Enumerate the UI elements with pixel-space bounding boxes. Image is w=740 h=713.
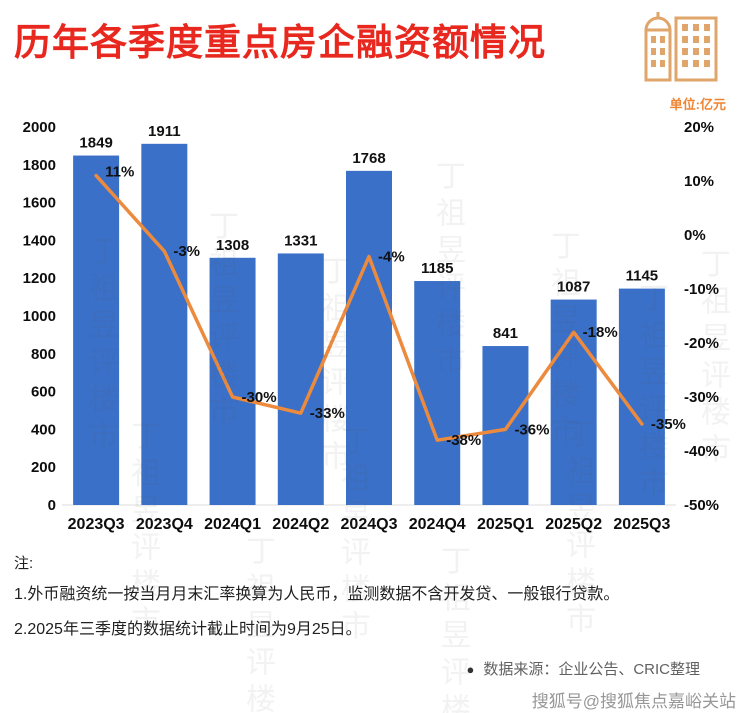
bar bbox=[73, 155, 120, 505]
buildings-icon bbox=[644, 12, 718, 82]
y-tick-label-left: 800 bbox=[31, 346, 56, 363]
x-tick-label: 2025Q3 bbox=[613, 516, 670, 533]
bar bbox=[618, 288, 665, 505]
x-tick-label: 2023Q4 bbox=[136, 516, 193, 533]
bullet-icon: ● bbox=[466, 662, 475, 677]
note-line-1: 1.外币融资统一按当月月末汇率换算为人民币，监测数据不含开发贷、一般银行贷款。 bbox=[14, 586, 620, 603]
y-tick-label-right: -40% bbox=[684, 443, 719, 460]
y-tick-label-left: 1200 bbox=[23, 270, 56, 287]
unit-label: 单位:亿元 bbox=[669, 97, 726, 112]
bar bbox=[346, 170, 392, 505]
financing-chart: 0 200 400 600 800 1000 1200 1400 1600 1800 2000 20%… bbox=[23, 119, 719, 533]
y-tick-label-right: -50% bbox=[684, 497, 719, 514]
y-tick-label-right: -10% bbox=[684, 281, 719, 298]
x-tick-label: 2024Q2 bbox=[272, 516, 329, 533]
bar-value-label: 1849 bbox=[79, 135, 112, 152]
header: 历年各季度重点房企融资额情况 bbox=[14, 12, 546, 66]
trend-point-label: -33% bbox=[310, 405, 345, 422]
trend-point-label: -18% bbox=[583, 324, 618, 341]
y-tick-label-right: -20% bbox=[684, 335, 719, 352]
y-tick-label-left: 200 bbox=[31, 459, 56, 476]
bar-value-label: 1308 bbox=[216, 237, 249, 254]
bar bbox=[414, 281, 461, 505]
bar bbox=[209, 257, 256, 505]
x-tick-label: 2024Q4 bbox=[409, 516, 466, 533]
x-tick-label: 2023Q3 bbox=[68, 516, 125, 533]
trend-point-label: -38% bbox=[446, 432, 481, 449]
page-title: 历年各季度重点房企融资额情况 bbox=[14, 22, 546, 63]
trend-point-label: -3% bbox=[173, 243, 200, 260]
bar-value-label: 1768 bbox=[352, 150, 385, 167]
y-tick-label-left: 1000 bbox=[23, 308, 56, 325]
data-source-text: 数据来源：企业公告、CRIC整理 bbox=[483, 661, 700, 678]
x-tick-label: 2024Q1 bbox=[204, 516, 261, 533]
notes-label: 注: bbox=[14, 555, 34, 572]
bar-value-label: 841 bbox=[493, 325, 518, 342]
x-tick-label: 2025Q2 bbox=[545, 516, 602, 533]
y-tick-label-left: 400 bbox=[31, 421, 56, 438]
note-line-2: 2.2025年三季度的数据统计截止时间为9月25日。 bbox=[14, 621, 362, 638]
y-tick-label-left: 1400 bbox=[23, 232, 56, 249]
bar-value-label: 1145 bbox=[626, 268, 659, 285]
trend-point-label: 11% bbox=[105, 164, 134, 181]
trend-line bbox=[94, 173, 644, 442]
y-tick-label-left: 2000 bbox=[23, 119, 56, 136]
corner-watermark: 搜狐号@搜狐焦点嘉峪关站 bbox=[531, 692, 736, 711]
bar-value-label: 1911 bbox=[148, 123, 181, 140]
y-tick-label-left: 0 bbox=[48, 497, 56, 514]
x-tick-label: 2025Q1 bbox=[477, 516, 534, 533]
y-tick-label-left: 600 bbox=[31, 384, 56, 401]
bar-value-label: 1331 bbox=[284, 232, 317, 249]
trend-point-label: -36% bbox=[514, 421, 549, 438]
bar bbox=[482, 346, 529, 505]
bar-value-label: 1185 bbox=[421, 260, 454, 277]
trend-point-label: -30% bbox=[242, 389, 277, 406]
y-tick-label-right: 20% bbox=[684, 119, 714, 136]
y-tick-label-right: -30% bbox=[684, 389, 719, 406]
bar bbox=[141, 143, 188, 506]
y-tick-label-right: 0% bbox=[684, 227, 706, 244]
bar-value-label: 1087 bbox=[557, 279, 590, 296]
chart-area: 0 200 400 600 800 1000 1200 1400 1600 1800 2000 20%… bbox=[0, 111, 740, 555]
trend-point-label: -4% bbox=[378, 249, 405, 266]
data-source: ● 数据来源：企业公告、CRIC整理 bbox=[0, 658, 700, 679]
y-tick-label-left: 1600 bbox=[23, 195, 56, 212]
y-tick-label-left: 1800 bbox=[23, 157, 56, 174]
notes: 注: 1.外币融资统一按当月月末汇率换算为人民币，监测数据不含开发贷、一般银行贷… bbox=[14, 552, 730, 655]
x-tick-label: 2024Q3 bbox=[341, 516, 398, 533]
y-tick-label-right: 10% bbox=[684, 173, 714, 190]
trend-point-label: -35% bbox=[651, 416, 686, 433]
